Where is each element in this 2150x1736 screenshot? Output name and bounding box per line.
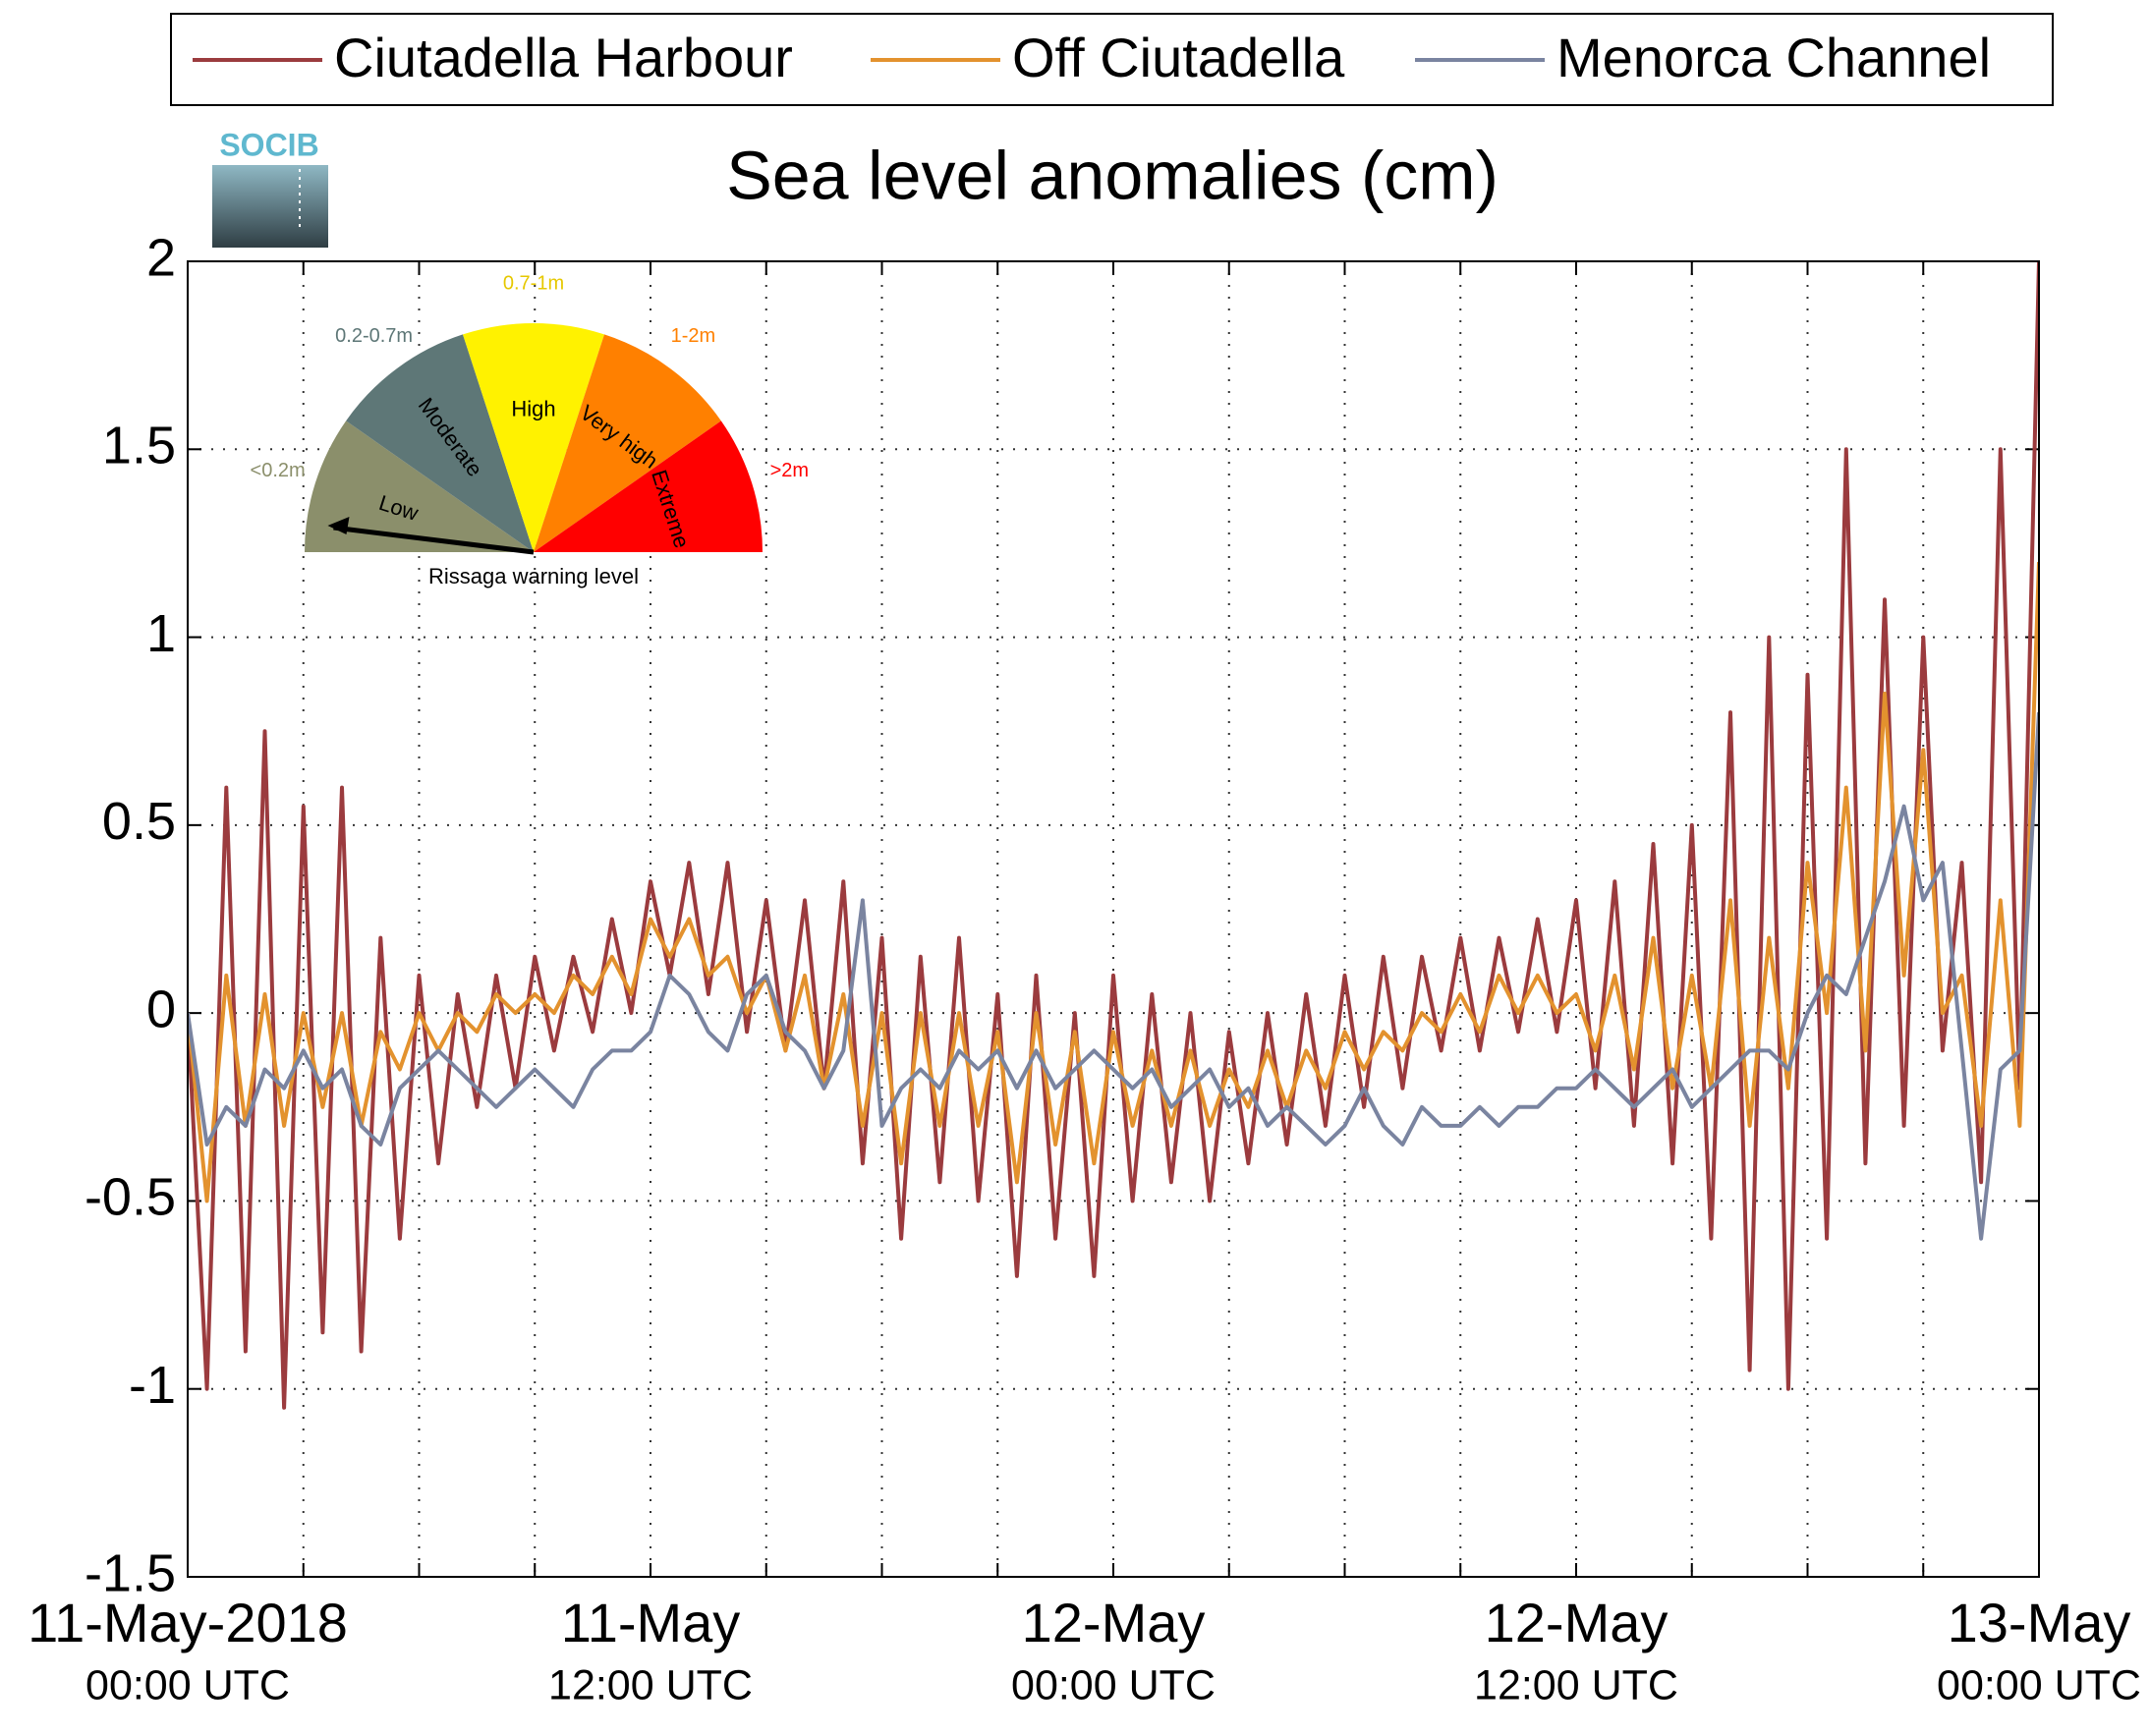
x-tick-label: 11-May bbox=[561, 1592, 741, 1653]
series-lines bbox=[188, 261, 2039, 1410]
gauge-range: >2m bbox=[770, 460, 809, 481]
chart-title: Sea level anomalies (cm) bbox=[726, 137, 1499, 213]
y-tick-label: 1.5 bbox=[102, 417, 176, 476]
plot-frame bbox=[187, 260, 2040, 1578]
y-tick-label: -1 bbox=[129, 1356, 176, 1415]
x-tick-sublabel: 00:00 UTC bbox=[1011, 1661, 1216, 1708]
series-line bbox=[188, 711, 2039, 1241]
gauge-sector bbox=[534, 420, 763, 552]
x-tick-sublabel: 12:00 UTC bbox=[548, 1661, 753, 1708]
x-tick-label: 12-May bbox=[1022, 1592, 1206, 1653]
legend-label: Ciutadella Harbour bbox=[334, 27, 793, 88]
gauge-caption: Rissaga warning level bbox=[428, 564, 639, 588]
y-tick-label: -1.5 bbox=[85, 1543, 176, 1602]
gauge-range: 1-2m bbox=[671, 325, 716, 347]
plot-area: -1.5 -1 -0.5 0 0.5 1 1.5 2 11-May-2018 00:00 UTC 1… bbox=[28, 228, 2141, 1708]
gauge-needle-head bbox=[327, 517, 350, 535]
y-tick-label: 2 bbox=[146, 228, 176, 287]
y-tick-label: 0 bbox=[146, 980, 176, 1038]
y-tick-label: 0.5 bbox=[102, 792, 176, 851]
legend-box bbox=[170, 13, 2054, 106]
gauge-sector bbox=[462, 323, 605, 552]
gauge-sector bbox=[346, 334, 534, 552]
x-tick-sublabel: 12:00 UTC bbox=[1474, 1661, 1678, 1708]
series-line bbox=[188, 261, 2039, 1410]
gauge-range: 0.2-0.7m bbox=[335, 325, 413, 347]
logo-text: SOCIB bbox=[219, 127, 318, 162]
gauge-sector bbox=[305, 420, 534, 552]
x-tick-label: 11-May-2018 bbox=[28, 1592, 348, 1653]
logo-image bbox=[212, 165, 328, 248]
x-tick-label: 12-May bbox=[1485, 1592, 1669, 1653]
gauge-range: <0.2m bbox=[251, 460, 306, 481]
gauge-needle bbox=[333, 525, 535, 555]
x-tick-sublabel: 00:00 UTC bbox=[1937, 1661, 2141, 1708]
x-tick-label: 13-May bbox=[1948, 1592, 2131, 1653]
gauge-sector bbox=[534, 334, 721, 552]
x-tick-sublabel: 00:00 UTC bbox=[85, 1661, 290, 1708]
y-tick-label: 1 bbox=[146, 604, 176, 663]
gauge-range: 0.7-1m bbox=[503, 272, 564, 294]
gauge-sector-name: High bbox=[511, 396, 555, 420]
legend-label: Off Ciutadella bbox=[1012, 27, 1345, 88]
legend-label: Menorca Channel bbox=[1556, 27, 1991, 88]
series-line bbox=[188, 562, 2039, 1204]
y-tick-label: -0.5 bbox=[85, 1168, 176, 1227]
